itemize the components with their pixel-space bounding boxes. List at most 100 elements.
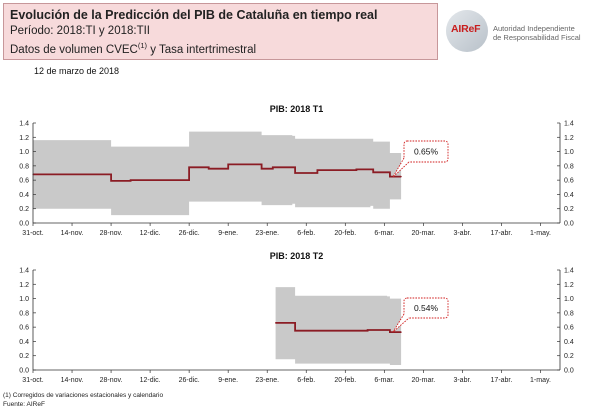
y-tick-label-right: 1.2 xyxy=(564,282,574,289)
x-tick-label: 26-dic. xyxy=(179,230,200,237)
annotation-label: 0.65% xyxy=(414,147,439,157)
data-point xyxy=(372,171,374,173)
chart-title: PIB: 2018 T1 xyxy=(270,104,324,114)
x-tick-label: 9-ene. xyxy=(218,377,238,384)
data-description-prefix: Datos de volumen CVEC xyxy=(10,43,138,56)
report-period: Período: 2018:TI y 2018:TII xyxy=(10,25,150,37)
report-date: 12 de marzo de 2018 xyxy=(34,66,120,76)
y-tick-label-right: 0.0 xyxy=(564,368,574,375)
x-tick-label: 9-ene. xyxy=(218,230,238,237)
x-tick-label: 20-mar. xyxy=(412,230,436,237)
y-tick-label-right: 0.2 xyxy=(564,206,574,213)
data-point xyxy=(294,172,296,174)
x-tick-label: 20-feb. xyxy=(334,377,356,384)
confidence-band xyxy=(275,287,402,365)
logo-subtitle-line1: Autoridad Independiente xyxy=(493,24,575,33)
y-tick-label-left: 0.0 xyxy=(19,221,29,228)
report-title: Evolución de la Predicción del PIB de Ca… xyxy=(10,8,378,22)
y-tick-label-left: 1.0 xyxy=(19,296,29,303)
annotation-pointer xyxy=(392,157,410,178)
data-point xyxy=(367,329,369,331)
data-point xyxy=(294,330,296,332)
confidence-band xyxy=(33,131,402,216)
x-tick-label: 17-abr. xyxy=(491,230,513,237)
x-tick-label: 14-nov. xyxy=(61,377,84,384)
logo-subtitle-line2: de Responsabilidad Fiscal xyxy=(493,33,581,42)
y-tick-label-left: 0.4 xyxy=(19,192,29,199)
data-point xyxy=(261,168,263,170)
y-tick-label-right: 1.4 xyxy=(564,268,574,275)
y-tick-label-left: 1.4 xyxy=(19,121,29,128)
data-point xyxy=(389,176,391,178)
airef-logo: AIReF Autoridad Independiente de Respons… xyxy=(446,8,596,60)
x-tick-label: 3-abr. xyxy=(453,230,471,237)
source-note: Fuente: AIReF xyxy=(3,401,45,408)
x-tick-label: 23-ene. xyxy=(255,377,279,384)
x-tick-label: 1-may. xyxy=(530,377,551,384)
report-data-description: Datos de volumen CVEC(1) y Tasa intertri… xyxy=(10,41,256,56)
data-point xyxy=(355,168,357,170)
data-point xyxy=(130,179,132,181)
y-tick-label-left: 0.2 xyxy=(19,206,29,213)
y-tick-label-left: 0.2 xyxy=(19,353,29,360)
data-point xyxy=(255,163,257,165)
y-tick-label-left: 1.0 xyxy=(19,149,29,156)
chart-panel-1: PIB: 2018 T1 0.0 0.0 0.2 0.2 0.4 0.4 0.6 0.6 0.8 0… xyxy=(19,104,574,237)
data-point xyxy=(350,169,352,171)
data-point xyxy=(386,329,388,331)
data-point xyxy=(291,322,293,324)
y-tick-label-right: 0.8 xyxy=(564,310,574,317)
x-tick-label: 6-mar. xyxy=(374,230,394,237)
data-point xyxy=(364,330,366,332)
y-tick-label-left: 0.8 xyxy=(19,163,29,170)
logo-circle-icon xyxy=(446,10,488,52)
x-tick-label: 20-mar. xyxy=(412,377,436,384)
y-tick-label-right: 0.4 xyxy=(564,192,574,199)
y-tick-label-right: 1.2 xyxy=(564,135,574,142)
data-point xyxy=(188,166,190,168)
data-point xyxy=(400,176,402,178)
x-tick-label: 28-nov. xyxy=(100,230,123,237)
logo-brand: AIReF xyxy=(451,23,481,35)
data-point xyxy=(389,331,391,333)
x-tick-label: 12-dic. xyxy=(140,230,161,237)
y-tick-label-right: 0.0 xyxy=(564,221,574,228)
data-point xyxy=(400,331,402,333)
footnote: (1) Corregidos de variaciones estacional… xyxy=(3,392,164,399)
chart-title: PIB: 2018 T2 xyxy=(270,251,324,261)
data-point xyxy=(104,173,107,175)
y-tick-label-right: 0.2 xyxy=(564,353,574,360)
x-tick-label: 6-feb. xyxy=(297,230,315,237)
x-tick-label: 6-mar. xyxy=(374,377,394,384)
data-description-suffix: y Tasa intertrimestral xyxy=(147,43,257,56)
x-tick-label: 31-oct. xyxy=(22,230,43,237)
x-tick-label: 1-may. xyxy=(530,230,551,237)
footnote-ref: (1) xyxy=(137,41,148,50)
y-tick-label-right: 0.6 xyxy=(564,325,574,332)
y-tick-label-left: 0.6 xyxy=(19,178,29,185)
data-point xyxy=(275,322,277,324)
y-tick-label-left: 0.8 xyxy=(19,310,29,317)
annotation-label: 0.54% xyxy=(414,303,439,313)
y-tick-label-right: 0.6 xyxy=(564,178,574,185)
y-tick-label-right: 0.8 xyxy=(564,163,574,170)
data-point xyxy=(127,180,129,182)
x-tick-label: 31-oct. xyxy=(22,377,43,384)
y-tick-label-right: 0.4 xyxy=(564,339,574,346)
prediction-line xyxy=(275,321,402,334)
x-tick-label: 28-nov. xyxy=(100,377,123,384)
data-point xyxy=(272,166,274,168)
x-tick-label: 12-dic. xyxy=(140,377,161,384)
annotation-pointer xyxy=(392,313,410,333)
annotation-box xyxy=(403,297,449,319)
annotation-box xyxy=(403,140,449,163)
data-point xyxy=(386,171,388,173)
x-tick-label: 6-feb. xyxy=(297,377,315,384)
y-tick-label-left: 1.2 xyxy=(19,135,29,142)
data-point xyxy=(110,180,112,182)
y-tick-label-left: 0.4 xyxy=(19,339,29,346)
y-tick-label-left: 1.4 xyxy=(19,268,29,275)
report-header: Evolución de la Predicción del PIB de Ca… xyxy=(3,3,438,60)
y-tick-label-right: 1.0 xyxy=(564,296,574,303)
